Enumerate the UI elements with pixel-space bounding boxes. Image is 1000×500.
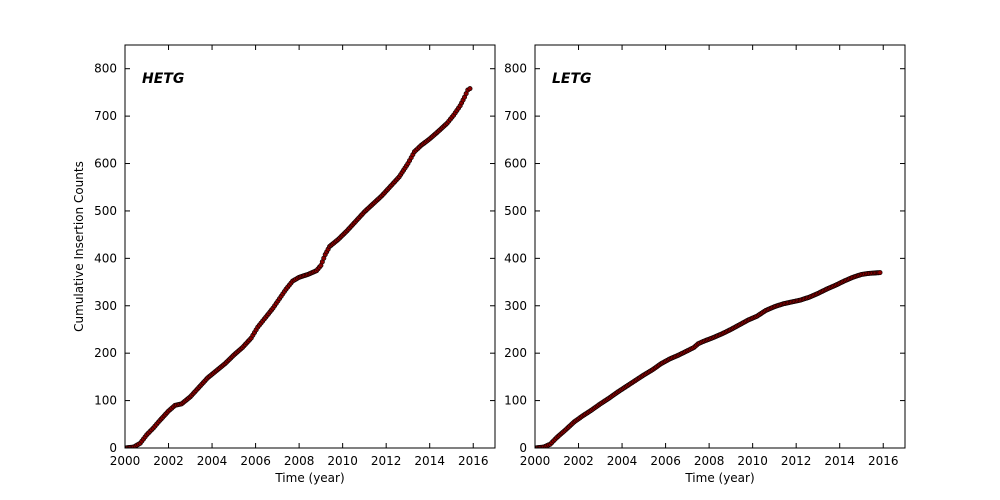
x-tick-label: 2000 bbox=[110, 454, 141, 468]
axes-box bbox=[124, 44, 496, 449]
data-points bbox=[125, 86, 473, 448]
data-point bbox=[877, 270, 883, 276]
y-tick-label: 400 bbox=[94, 251, 117, 265]
axes-box bbox=[534, 44, 906, 449]
x-tick-label: 2004 bbox=[197, 454, 228, 468]
y-tick-label: 600 bbox=[504, 157, 527, 171]
y-tick-label: 700 bbox=[94, 109, 117, 123]
x-tick-label: 2004 bbox=[607, 454, 638, 468]
y-tick-label: 200 bbox=[504, 346, 527, 360]
y-tick-label: 800 bbox=[94, 62, 117, 76]
y-tick-label: 0 bbox=[109, 441, 117, 455]
x-tick-label: 2014 bbox=[824, 454, 855, 468]
y-tick-label: 200 bbox=[94, 346, 117, 360]
y-tick-label: 600 bbox=[94, 157, 117, 171]
y-tick-label: 400 bbox=[504, 251, 527, 265]
plot-title: LETG bbox=[552, 71, 592, 87]
x-tick-label: 2016 bbox=[458, 454, 489, 468]
y-axis-label: Cumulative Insertion Counts bbox=[72, 161, 86, 332]
x-tick-label: 2016 bbox=[868, 454, 899, 468]
x-tick-label: 2008 bbox=[694, 454, 725, 468]
letg-axes: 2000 2002 2004 2006 2008 2010 2012 2014 2016 0 100… bbox=[504, 44, 906, 485]
y-tick-label: 100 bbox=[94, 394, 117, 408]
x-tick-label: 2010 bbox=[737, 454, 768, 468]
x-tick-label: 2006 bbox=[650, 454, 681, 468]
y-tick-label: 700 bbox=[504, 109, 527, 123]
y-tick-label: 300 bbox=[504, 299, 527, 313]
y-tick-label: 0 bbox=[519, 441, 527, 455]
x-tick-label: 2010 bbox=[327, 454, 358, 468]
x-axis-label: Time (year) bbox=[684, 471, 754, 485]
data-point bbox=[467, 86, 473, 92]
x-tick-label: 2014 bbox=[414, 454, 445, 468]
y-tick-label: 800 bbox=[504, 62, 527, 76]
x-tick-label: 2012 bbox=[781, 454, 812, 468]
hetg-axes: 2000 2002 2004 2006 2008 2010 2012 2014 2016 0 100… bbox=[72, 44, 496, 485]
y-tick-label: 500 bbox=[94, 204, 117, 218]
data-points bbox=[535, 270, 883, 448]
x-tick-label: 2006 bbox=[240, 454, 271, 468]
plot-title: HETG bbox=[142, 71, 184, 87]
x-axis-label: Time (year) bbox=[274, 471, 344, 485]
data-line bbox=[125, 88, 471, 448]
x-tick-label: 2000 bbox=[520, 454, 551, 468]
x-tick-label: 2002 bbox=[563, 454, 594, 468]
x-tick-label: 2012 bbox=[371, 454, 402, 468]
x-tick-label: 2008 bbox=[284, 454, 315, 468]
data-line bbox=[535, 271, 881, 448]
y-tick-label: 100 bbox=[504, 394, 527, 408]
y-tick-label: 300 bbox=[94, 299, 117, 313]
x-tick-label: 2002 bbox=[153, 454, 184, 468]
y-tick-label: 500 bbox=[504, 204, 527, 218]
